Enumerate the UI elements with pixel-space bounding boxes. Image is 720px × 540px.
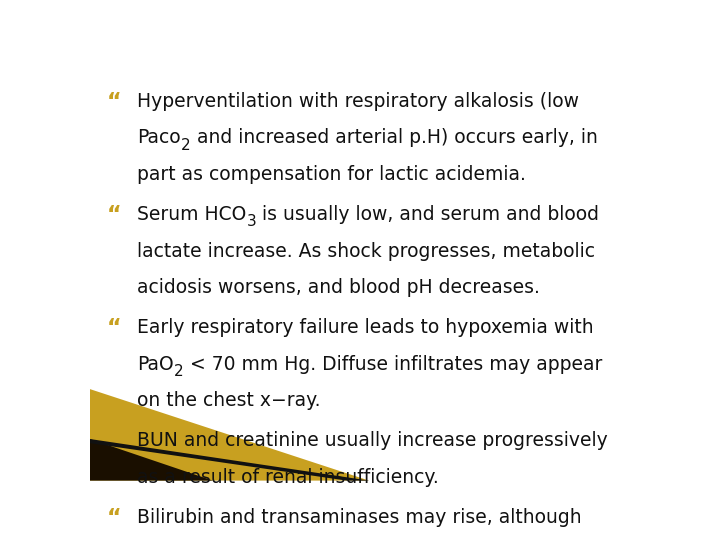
Text: 2: 2: [181, 138, 191, 153]
Text: on the chest x−ray.: on the chest x−ray.: [138, 391, 321, 410]
Text: Early respiratory failure leads to hypoxemia with: Early respiratory failure leads to hypox…: [138, 318, 594, 337]
Text: 3: 3: [247, 214, 256, 229]
Text: PaO: PaO: [138, 355, 174, 374]
Polygon shape: [90, 389, 369, 481]
Text: lactate increase. As shock progresses, metabolic: lactate increase. As shock progresses, m…: [138, 241, 595, 260]
Text: Bilirubin and transaminases may rise, although: Bilirubin and transaminases may rise, al…: [138, 508, 582, 526]
Text: and increased arterial p.H) occurs early, in: and increased arterial p.H) occurs early…: [191, 129, 598, 147]
Text: Hyperventilation with respiratory alkalosis (low: Hyperventilation with respiratory alkalo…: [138, 92, 580, 111]
Text: BUN and creatinine usually increase progressively: BUN and creatinine usually increase prog…: [138, 431, 608, 450]
Polygon shape: [90, 439, 213, 481]
Text: “: “: [107, 92, 122, 112]
Polygon shape: [90, 439, 369, 481]
Text: acidosis worsens, and blood pH decreases.: acidosis worsens, and blood pH decreases…: [138, 278, 540, 297]
Text: 2: 2: [174, 364, 184, 379]
Text: “: “: [107, 318, 122, 338]
Text: Serum HCO: Serum HCO: [138, 205, 247, 224]
Text: < 70 mm Hg. Diffuse infiltrates may appear: < 70 mm Hg. Diffuse infiltrates may appe…: [184, 355, 602, 374]
Text: “: “: [107, 508, 122, 528]
Text: “: “: [107, 431, 122, 451]
Text: part as compensation for lactic acidemia.: part as compensation for lactic acidemia…: [138, 165, 526, 184]
Text: as a result of renal insufficiency.: as a result of renal insufficiency.: [138, 468, 439, 487]
Text: is usually low, and serum and blood: is usually low, and serum and blood: [256, 205, 600, 224]
Text: “: “: [107, 205, 122, 225]
Text: Paco: Paco: [138, 129, 181, 147]
